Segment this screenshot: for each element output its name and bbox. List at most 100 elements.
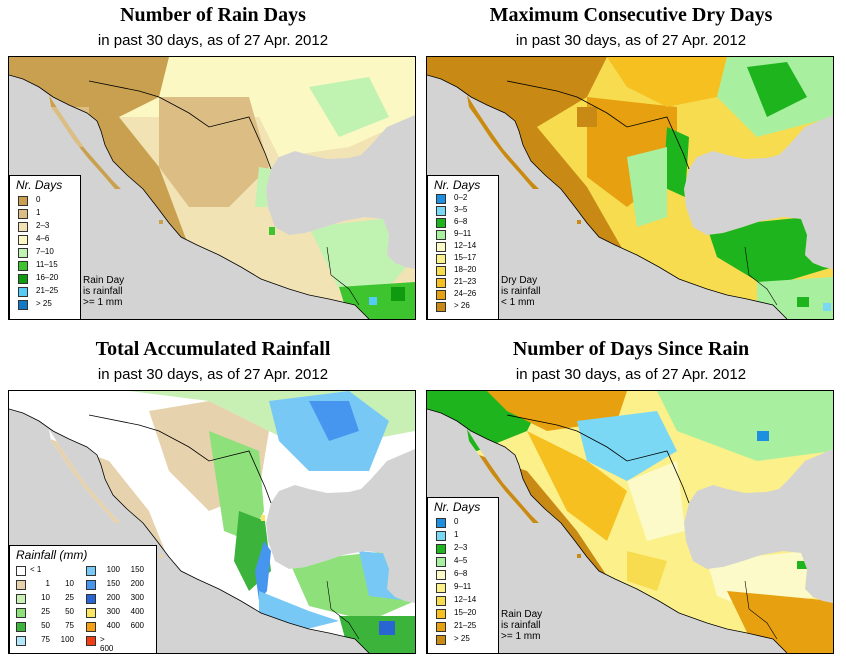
- legend-swatch: [436, 609, 446, 619]
- panel-subtitle: in past 30 days, as of 27 Apr. 2012: [515, 32, 747, 49]
- map-note: Rain Day is rainfall >= 1 mm: [501, 609, 542, 642]
- legend-swatch: [436, 570, 446, 580]
- legend-item: 200 300: [86, 593, 150, 604]
- legend-swatch: [436, 266, 446, 276]
- legend-swatch: [436, 557, 446, 567]
- legend-label: 9–11: [454, 229, 472, 238]
- legend-swatch: [18, 274, 28, 284]
- legend-title: Rainfall (mm): [16, 548, 88, 562]
- legend-to: < 1: [30, 565, 42, 574]
- note-line: Rain Day: [501, 609, 543, 620]
- legend-swatch: [18, 300, 28, 310]
- legend-swatch: [436, 218, 446, 228]
- legend-swatch: [436, 230, 446, 240]
- legend-to: 75: [65, 621, 74, 630]
- map-note: Dry Day is rainfall < 1 mm: [501, 275, 540, 308]
- legend-swatch: [436, 302, 446, 312]
- legend-to: 50: [65, 607, 74, 616]
- legend-from: 50: [41, 621, 50, 630]
- legend-swatch: [18, 196, 28, 206]
- legend-from: 25: [41, 607, 50, 616]
- panel-subtitle: in past 30 days, as of 27 Apr. 2012: [515, 366, 747, 383]
- note-line: >= 1 mm: [83, 297, 123, 308]
- panel-days-since-rain: Number of Days Since Rain in past 30 day…: [426, 334, 836, 654]
- panel-title: Total Accumulated Rainfall: [95, 338, 331, 360]
- legend-label: 24–26: [454, 289, 477, 298]
- legend-swatch: [16, 566, 26, 576]
- legend-label: 12–14: [454, 241, 477, 250]
- legend-swatch: [436, 596, 446, 606]
- legend-to: 25: [65, 593, 74, 602]
- legend-label: 1: [36, 208, 41, 217]
- legend-to: 150: [130, 565, 144, 574]
- days-since-rain-map: Nr. Days 0 1 2–3 4–5 6–8 9–11 12–14 15–2…: [426, 390, 834, 654]
- legend-label: 3–5: [454, 205, 468, 214]
- legend-swatch: [436, 635, 446, 645]
- legend-label: 2–3: [454, 543, 468, 552]
- legend-swatch: [18, 235, 28, 245]
- legend-swatch: [436, 278, 446, 288]
- legend-label: > 25: [36, 299, 52, 308]
- legend-label: 15–20: [454, 608, 477, 617]
- legend-to: 200: [130, 579, 144, 588]
- legend-swatch: [86, 608, 96, 618]
- legend-title: Nr. Days: [434, 500, 481, 514]
- legend-swatch: [436, 518, 446, 528]
- note-line: < 1 mm: [501, 297, 535, 308]
- legend-swatch: [86, 594, 96, 604]
- legend-swatch: [436, 194, 446, 204]
- legend-label: 18–20: [454, 265, 477, 274]
- legend-swatch: [18, 222, 28, 232]
- legend-label: 15–17: [454, 253, 477, 262]
- note-line: >= 1 mm: [501, 631, 541, 642]
- legend-swatch: [436, 254, 446, 264]
- legend-swatch: [86, 566, 96, 576]
- legend-label: 1: [454, 530, 459, 539]
- panel-title: Number of Days Since Rain: [512, 338, 750, 360]
- legend-label: 11–15: [36, 260, 58, 269]
- panel-title: Number of Rain Days: [120, 4, 306, 26]
- legend-from: 100: [106, 565, 120, 574]
- legend: Nr. Days 0 1 2–3 4–6 7–10 11–15 16–20 21…: [9, 175, 81, 319]
- panel-total-rainfall: Total Accumulated Rainfall in past 30 da…: [8, 334, 418, 654]
- legend-to: 600: [130, 621, 144, 630]
- legend-label: 21–25: [36, 286, 59, 295]
- legend-label: 7–10: [36, 247, 54, 256]
- legend-item: 400 600: [86, 621, 150, 632]
- legend-swatch: [16, 636, 26, 646]
- rain-days-map: Nr. Days 0 1 2–3 4–6 7–10 11–15 16–20 21…: [8, 56, 416, 320]
- legend-label: 9–11: [454, 582, 472, 591]
- legend: Nr. Days 0–2 3–5 6–8 9–11 12–14 15–17 18…: [427, 175, 499, 319]
- legend-swatch: [18, 261, 28, 271]
- legend-label: 21–25: [454, 621, 477, 630]
- legend-label: > 26: [454, 301, 470, 310]
- legend-item: 100 150: [86, 565, 150, 576]
- legend-item: 1 10: [16, 579, 80, 590]
- legend-swatch: [16, 622, 26, 632]
- legend-title: Nr. Days: [434, 178, 481, 192]
- panel-max-dry-days: Maximum Consecutive Dry Days in past 30 …: [426, 0, 836, 320]
- legend-swatch: [436, 583, 446, 593]
- legend-item: 50 75: [16, 621, 80, 632]
- legend-item: 25 50: [16, 607, 80, 618]
- legend-swatch: [86, 580, 96, 590]
- legend-item: > 600: [86, 635, 150, 653]
- legend-swatch: [436, 544, 446, 554]
- legend-to: 10: [65, 579, 74, 588]
- legend-swatch: [86, 636, 96, 646]
- legend: Nr. Days 0 1 2–3 4–5 6–8 9–11 12–14 15–2…: [427, 497, 499, 653]
- legend-label: 12–14: [454, 595, 477, 604]
- total-rainfall-map: Rainfall (mm) < 1 1 10 10 25 25 50 50 75 75 1…: [8, 390, 416, 654]
- legend-swatch: [436, 242, 446, 252]
- note-line: Dry Day: [501, 275, 538, 286]
- legend-label: 0: [36, 195, 41, 204]
- note-line: Rain Day: [83, 275, 125, 286]
- legend-swatch: [18, 248, 28, 258]
- note-line: is rainfall: [501, 620, 541, 631]
- legend-from: 300: [106, 607, 120, 616]
- legend-swatch: [436, 290, 446, 300]
- panel-rain-days: Number of Rain Days in past 30 days, as …: [8, 0, 418, 320]
- legend-swatch: [86, 622, 96, 632]
- legend-label: 0–2: [454, 193, 468, 202]
- legend-from: 1: [45, 579, 50, 588]
